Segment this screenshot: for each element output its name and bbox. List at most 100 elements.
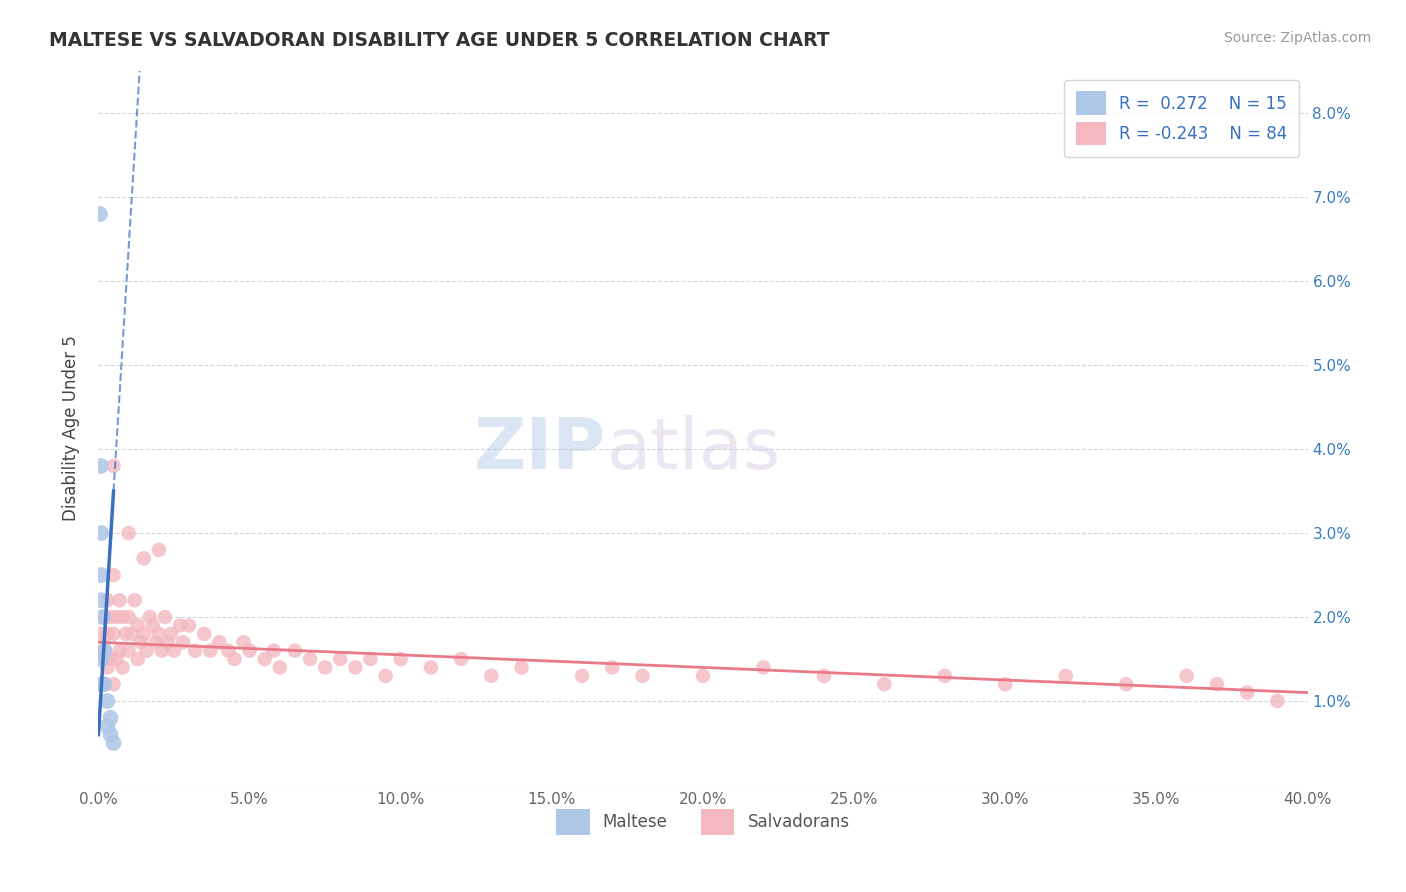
Point — [150, 643, 173, 657]
Point — [232, 635, 254, 649]
Point — [100, 728, 122, 742]
Point — [139, 610, 162, 624]
Point — [184, 643, 207, 657]
Point — [450, 652, 472, 666]
Point — [91, 610, 114, 624]
Point — [269, 660, 291, 674]
Point — [96, 660, 118, 674]
Point — [344, 660, 367, 674]
Point — [253, 652, 276, 666]
Point — [93, 643, 115, 657]
Point — [90, 652, 112, 666]
Point — [172, 635, 194, 649]
Point — [103, 458, 125, 473]
Point — [813, 669, 835, 683]
Y-axis label: Disability Age Under 5: Disability Age Under 5 — [62, 335, 80, 521]
Point — [90, 652, 112, 666]
Point — [148, 542, 170, 557]
Point — [114, 627, 136, 641]
Point — [100, 711, 122, 725]
Point — [93, 677, 115, 691]
Point — [111, 660, 134, 674]
Point — [284, 643, 307, 657]
Point — [118, 610, 141, 624]
Point — [93, 643, 115, 657]
Point — [103, 677, 125, 691]
Point — [1267, 694, 1289, 708]
Point — [145, 635, 167, 649]
Point — [631, 669, 654, 683]
Point — [314, 660, 336, 674]
Point — [510, 660, 533, 674]
Point — [193, 627, 215, 641]
Point — [1175, 669, 1198, 683]
Point — [224, 652, 246, 666]
Point — [93, 677, 115, 691]
Point — [90, 627, 112, 641]
Point — [329, 652, 352, 666]
Point — [873, 677, 896, 691]
Point — [156, 635, 179, 649]
Text: Source: ZipAtlas.com: Source: ZipAtlas.com — [1223, 31, 1371, 45]
Point — [160, 627, 183, 641]
Point — [121, 627, 143, 641]
Point — [360, 652, 382, 666]
Point — [105, 610, 128, 624]
Point — [169, 618, 191, 632]
Point — [90, 677, 112, 691]
Point — [163, 643, 186, 657]
Point — [1206, 677, 1229, 691]
Point — [132, 551, 155, 566]
Point — [692, 669, 714, 683]
Legend: Maltese, Salvadorans: Maltese, Salvadorans — [543, 796, 863, 848]
Point — [200, 643, 222, 657]
Point — [118, 643, 141, 657]
Point — [934, 669, 956, 683]
Point — [148, 627, 170, 641]
Point — [108, 643, 131, 657]
Point — [1236, 685, 1258, 699]
Point — [994, 677, 1017, 691]
Point — [108, 593, 131, 607]
Point — [374, 669, 396, 683]
Point — [132, 627, 155, 641]
Point — [103, 736, 125, 750]
Point — [111, 610, 134, 624]
Point — [127, 618, 149, 632]
Point — [90, 568, 112, 582]
Point — [208, 635, 231, 649]
Text: atlas: atlas — [606, 415, 780, 484]
Point — [103, 568, 125, 582]
Point — [571, 669, 593, 683]
Point — [118, 526, 141, 541]
Point — [481, 669, 503, 683]
Point — [602, 660, 624, 674]
Point — [96, 694, 118, 708]
Point — [96, 593, 118, 607]
Point — [100, 610, 122, 624]
Point — [105, 652, 128, 666]
Point — [89, 207, 111, 221]
Point — [299, 652, 322, 666]
Point — [129, 635, 152, 649]
Point — [90, 458, 112, 473]
Point — [1115, 677, 1137, 691]
Point — [142, 618, 165, 632]
Point — [100, 652, 122, 666]
Text: ZIP: ZIP — [474, 415, 606, 484]
Point — [90, 593, 112, 607]
Point — [263, 643, 285, 657]
Point — [127, 652, 149, 666]
Point — [124, 593, 146, 607]
Point — [96, 627, 118, 641]
Point — [90, 677, 112, 691]
Point — [90, 526, 112, 541]
Point — [420, 660, 443, 674]
Text: MALTESE VS SALVADORAN DISABILITY AGE UNDER 5 CORRELATION CHART: MALTESE VS SALVADORAN DISABILITY AGE UND… — [49, 31, 830, 50]
Point — [179, 618, 201, 632]
Point — [135, 643, 157, 657]
Point — [752, 660, 775, 674]
Point — [103, 627, 125, 641]
Point — [153, 610, 176, 624]
Point — [1054, 669, 1077, 683]
